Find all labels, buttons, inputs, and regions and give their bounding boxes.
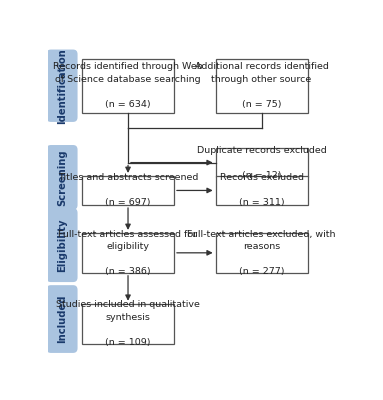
- Bar: [82, 304, 174, 344]
- Bar: [216, 233, 308, 273]
- Text: Duplicate records excluded

(n = 12): Duplicate records excluded (n = 12): [197, 146, 326, 180]
- Bar: [216, 148, 308, 177]
- Text: Records excluded

(n = 311): Records excluded (n = 311): [219, 174, 304, 208]
- Bar: [82, 233, 174, 273]
- Text: Titles and abstracts screened

(n = 697): Titles and abstracts screened (n = 697): [58, 174, 198, 208]
- Text: Screening: Screening: [57, 149, 67, 206]
- Text: Full-text articles assessed for
eligibility

(n = 386): Full-text articles assessed for eligibil…: [59, 230, 198, 276]
- FancyBboxPatch shape: [46, 285, 77, 353]
- Text: Records identified through Web
of Science database searching

(n = 634): Records identified through Web of Scienc…: [53, 62, 203, 109]
- FancyBboxPatch shape: [46, 50, 77, 122]
- Bar: [82, 59, 174, 113]
- Text: Additional records identified
through other source

(n = 75): Additional records identified through ot…: [195, 62, 329, 109]
- Text: Identification: Identification: [57, 48, 67, 124]
- Text: Included: Included: [57, 295, 67, 343]
- Text: Eligibility: Eligibility: [57, 218, 67, 272]
- FancyBboxPatch shape: [46, 145, 77, 210]
- Bar: [82, 176, 174, 205]
- Bar: [216, 176, 308, 205]
- Text: Studies included in qualitative
synthesis

(n = 109): Studies included in qualitative synthesi…: [56, 300, 200, 347]
- Bar: [216, 59, 308, 113]
- FancyBboxPatch shape: [46, 208, 77, 282]
- Text: Full-text articles excluded, with
reasons

(n = 277): Full-text articles excluded, with reason…: [187, 230, 336, 276]
